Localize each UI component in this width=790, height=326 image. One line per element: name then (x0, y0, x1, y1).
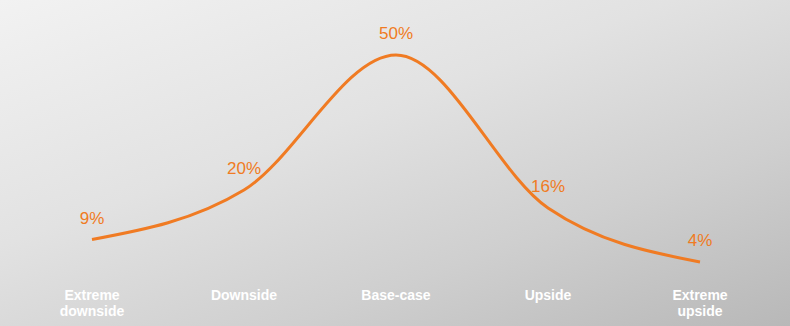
svg-text:4%: 4% (688, 231, 713, 250)
svg-text:Base-case: Base-case (361, 287, 430, 303)
svg-text:Extremeupside: Extremeupside (672, 287, 727, 319)
svg-text:Upside: Upside (525, 287, 572, 303)
svg-text:Downside: Downside (211, 287, 277, 303)
svg-text:16%: 16% (531, 177, 565, 196)
svg-text:50%: 50% (379, 24, 413, 43)
svg-text:Extremedownside: Extremedownside (60, 287, 125, 319)
svg-text:20%: 20% (227, 159, 261, 178)
svg-text:9%: 9% (80, 209, 105, 228)
